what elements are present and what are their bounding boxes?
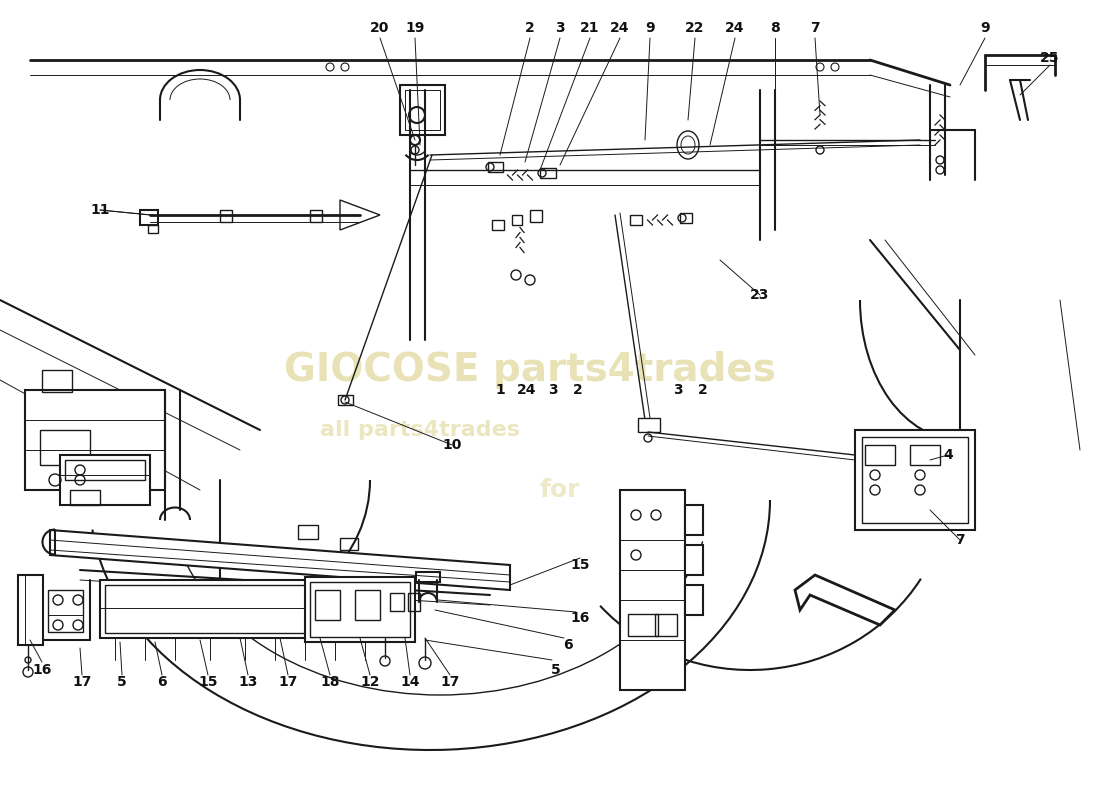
Text: 15: 15 — [570, 558, 590, 572]
Bar — [70, 490, 100, 505]
Text: 18: 18 — [320, 675, 340, 689]
Text: 22: 22 — [685, 21, 705, 35]
Bar — [685, 545, 703, 575]
Bar — [862, 437, 968, 523]
Polygon shape — [795, 575, 895, 625]
Text: 24: 24 — [610, 21, 629, 35]
Text: 16: 16 — [32, 663, 52, 677]
Bar — [65, 460, 145, 480]
Bar — [48, 590, 82, 632]
Text: 6: 6 — [563, 638, 573, 652]
Text: all parts4trades: all parts4trades — [320, 420, 520, 440]
Bar — [855, 430, 975, 530]
Bar — [100, 580, 360, 638]
Bar — [104, 585, 355, 633]
Bar — [298, 525, 318, 539]
Bar — [310, 210, 322, 222]
Bar — [630, 215, 642, 225]
Bar — [390, 593, 404, 611]
Text: 5: 5 — [117, 675, 126, 689]
Text: 17: 17 — [278, 675, 298, 689]
Polygon shape — [50, 530, 510, 590]
Bar — [540, 168, 556, 178]
Text: 12: 12 — [361, 675, 379, 689]
Text: 7: 7 — [955, 533, 965, 547]
Text: 2: 2 — [573, 383, 583, 397]
Bar — [355, 590, 380, 620]
Text: 5: 5 — [551, 663, 561, 677]
Bar — [310, 582, 410, 637]
Bar — [400, 85, 446, 135]
Text: 11: 11 — [90, 203, 110, 217]
Bar — [654, 614, 676, 636]
Text: 10: 10 — [442, 438, 462, 452]
Text: 20: 20 — [371, 21, 389, 35]
Bar — [530, 210, 542, 222]
Bar — [685, 505, 703, 535]
Bar — [685, 585, 703, 615]
Bar — [628, 614, 658, 636]
Bar — [680, 213, 692, 223]
Bar — [492, 220, 504, 230]
Text: 2: 2 — [525, 21, 535, 35]
Bar — [408, 593, 420, 611]
Bar — [910, 445, 940, 465]
Bar — [865, 445, 895, 465]
Bar — [338, 395, 353, 405]
Text: 2: 2 — [698, 383, 708, 397]
Bar — [60, 455, 150, 505]
Text: 8: 8 — [770, 21, 780, 35]
Bar — [620, 490, 685, 690]
Text: 9: 9 — [980, 21, 990, 35]
Text: 7: 7 — [811, 21, 819, 35]
Text: 14: 14 — [400, 675, 420, 689]
Text: 24: 24 — [517, 383, 537, 397]
Text: 3: 3 — [556, 21, 564, 35]
Bar — [140, 210, 158, 225]
Text: GIOCOSE parts4trades: GIOCOSE parts4trades — [284, 351, 776, 389]
Bar — [18, 575, 43, 645]
Text: 25: 25 — [1041, 51, 1059, 65]
Bar — [405, 90, 440, 130]
Bar — [315, 590, 340, 620]
Text: for: for — [540, 478, 581, 502]
Text: 3: 3 — [673, 383, 683, 397]
Text: 3: 3 — [548, 383, 558, 397]
Bar — [638, 418, 660, 432]
Bar — [488, 162, 503, 172]
Text: 13: 13 — [239, 675, 257, 689]
Bar — [340, 538, 358, 550]
Text: 9: 9 — [646, 21, 654, 35]
Text: 17: 17 — [73, 675, 91, 689]
Text: 17: 17 — [440, 675, 460, 689]
Bar — [305, 577, 415, 642]
Bar — [416, 572, 440, 582]
Bar — [512, 215, 522, 225]
Text: 23: 23 — [750, 288, 770, 302]
Text: 19: 19 — [405, 21, 425, 35]
Text: 24: 24 — [725, 21, 745, 35]
Polygon shape — [55, 545, 501, 582]
Bar — [220, 210, 232, 222]
Text: 21: 21 — [581, 21, 600, 35]
Bar — [25, 390, 165, 490]
Text: 15: 15 — [198, 675, 218, 689]
Bar — [40, 430, 90, 465]
Bar — [148, 225, 158, 233]
Bar — [42, 370, 72, 392]
Text: 4: 4 — [943, 448, 953, 462]
Text: 6: 6 — [157, 675, 167, 689]
Text: 16: 16 — [570, 611, 590, 625]
Text: 1: 1 — [495, 383, 505, 397]
